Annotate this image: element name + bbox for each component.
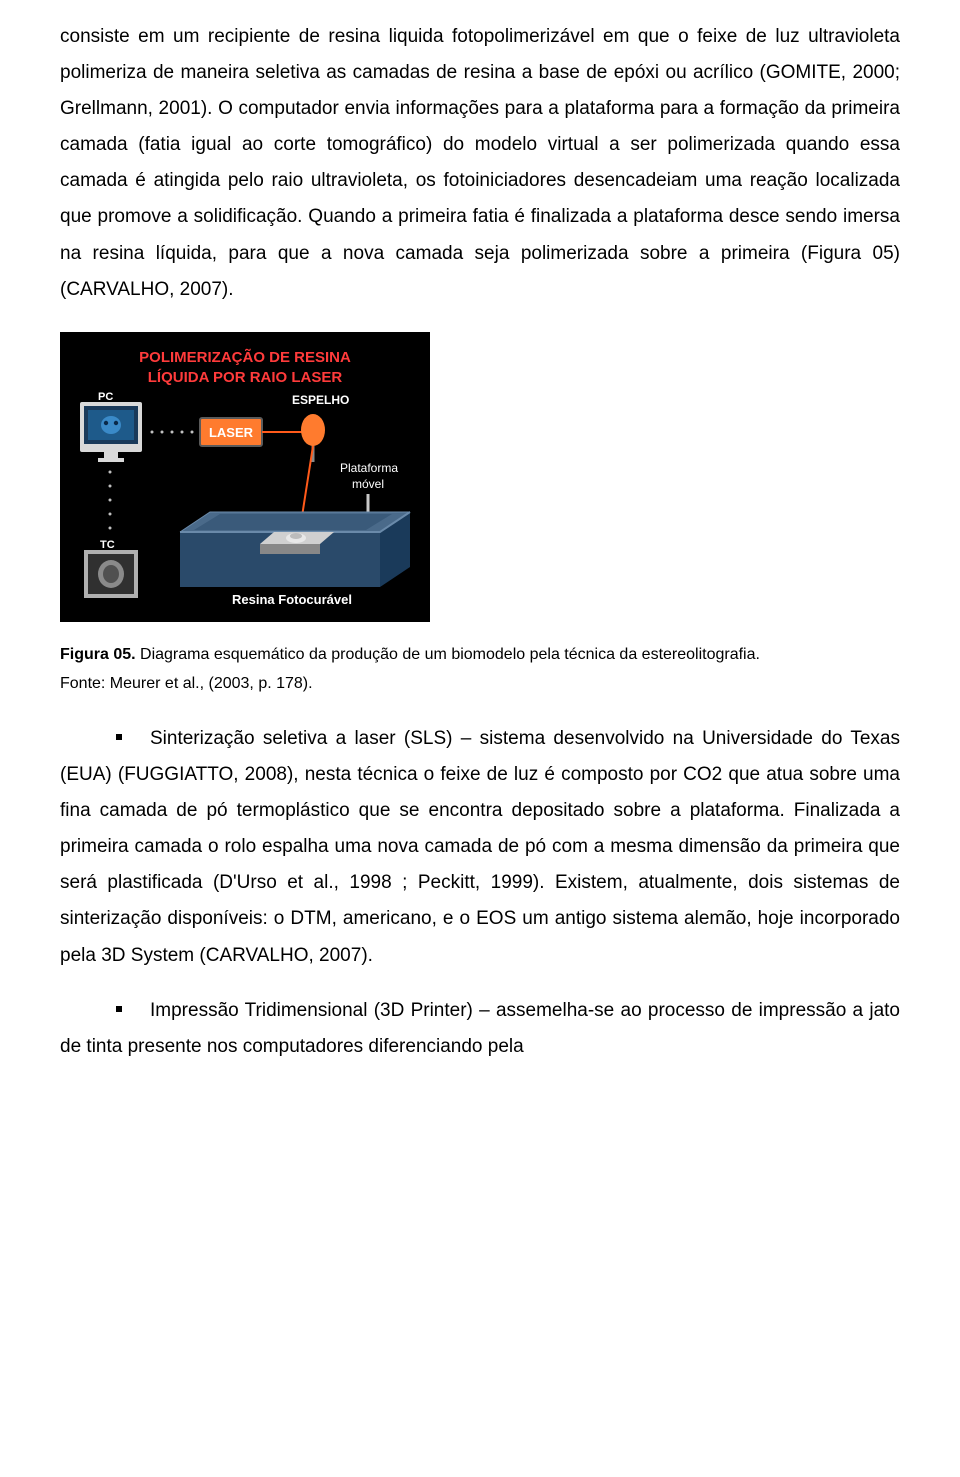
figure-source: Fonte: Meurer et al., (2003, p. 178).: [60, 671, 900, 697]
bullet-icon: [116, 734, 122, 740]
stereolithography-diagram: POLIMERIZAÇÃO DE RESINA LÍQUIDA POR RAIO …: [60, 332, 430, 622]
svg-text:ESPELHO: ESPELHO: [292, 393, 349, 407]
svg-text:LÍQUIDA POR RAIO LASER: LÍQUIDA POR RAIO LASER: [148, 369, 343, 386]
paragraph-bullet-1: Sinterização seletiva a laser (SLS) – si…: [60, 721, 900, 974]
figure-05: POLIMERIZAÇÃO DE RESINA LÍQUIDA POR RAIO …: [60, 332, 900, 622]
svg-text:Resina Fotocurável: Resina Fotocurável: [232, 592, 352, 607]
bullet-2-text: Impressão Tridimensional (3D Printer) – …: [60, 1000, 900, 1057]
svg-text:móvel: móvel: [352, 477, 384, 491]
bullet-1-text: Sinterização seletiva a laser (SLS) – si…: [60, 728, 900, 966]
svg-text:Plataforma: Plataforma: [340, 461, 398, 475]
figure-caption-label: Figura 05.: [60, 646, 136, 663]
page-container: consiste em um recipiente de resina liqu…: [0, 19, 960, 1477]
paragraph-bullet-2: Impressão Tridimensional (3D Printer) – …: [60, 993, 900, 1065]
svg-text:LASER: LASER: [209, 425, 254, 440]
svg-text:PC: PC: [98, 391, 113, 403]
figure-caption: Figura 05. Diagrama esquemático da produ…: [60, 642, 900, 668]
bullet-icon: [116, 1006, 122, 1012]
svg-text:TC: TC: [100, 539, 115, 551]
paragraph-1: consiste em um recipiente de resina liqu…: [60, 19, 900, 308]
figure-caption-text: Diagrama esquemático da produção de um b…: [136, 646, 760, 663]
svg-text:POLIMERIZAÇÃO DE RESINA: POLIMERIZAÇÃO DE RESINA: [139, 348, 351, 366]
